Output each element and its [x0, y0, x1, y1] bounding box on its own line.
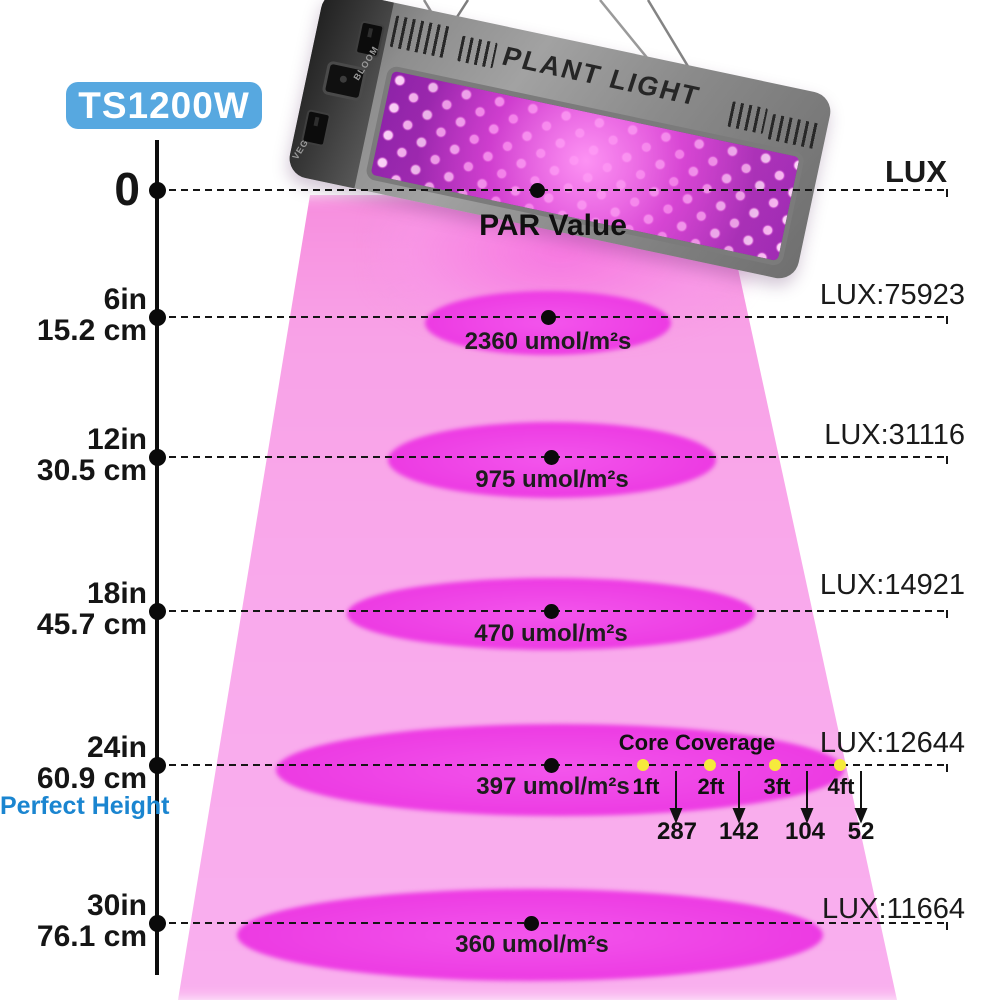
center-dot-12in: [544, 450, 559, 465]
coverage-dot-4ft: [834, 759, 846, 771]
height-inches: 18in: [86, 577, 147, 610]
lux-value-18in: LUX:14921: [819, 569, 965, 601]
coverage-value-2ft: 142: [718, 818, 760, 845]
height-inches: 30in: [86, 889, 147, 922]
coverage-value-4ft: 52: [847, 818, 875, 845]
lux-value-12in: LUX:31116: [824, 419, 965, 451]
height-label-18in: 18in 45.7 cm: [0, 578, 147, 640]
height-cm: 76.1 cm: [36, 920, 147, 953]
coverage-value-1ft: 287: [656, 818, 698, 845]
height-cm: 30.5 cm: [36, 454, 147, 487]
level-line-0: [157, 189, 948, 191]
coverage-dot-3ft: [769, 759, 781, 771]
par-reading-24in: 397 umol/m²s: [476, 773, 630, 800]
vent-grille: [727, 101, 769, 135]
coverage-ellipse-30in: [237, 889, 823, 981]
perfect-height-label: Perfect Height: [0, 792, 170, 820]
height-cm: 60.9 cm: [36, 762, 147, 795]
height-cm: 45.7 cm: [36, 608, 147, 641]
axis-dot-12in: [149, 449, 166, 466]
center-dot-0: [530, 183, 545, 198]
height-label-0: 0: [114, 163, 140, 215]
height-label-6in: 6in 15.2 cm: [0, 284, 147, 346]
coverage-dot-2ft: [704, 759, 716, 771]
vent-grille: [389, 15, 454, 59]
axis-dot-24in: [149, 757, 166, 774]
level-line-6in-tick: [946, 316, 948, 324]
lux-value-24in: LUX:12644: [819, 727, 965, 759]
level-line-24in-tick: [946, 764, 948, 772]
par-reading-6in: 2360 umol/m²s: [464, 328, 632, 355]
center-dot-6in: [541, 310, 556, 325]
coverage-label-4ft: 4ft: [827, 774, 855, 799]
height-label-12in: 12in 30.5 cm: [0, 424, 147, 486]
level-line-18in-tick: [946, 610, 948, 618]
axis-dot-6in: [149, 309, 166, 326]
lux-value-6in: LUX:75923: [819, 279, 965, 311]
axis-dot-30in: [149, 915, 166, 932]
axis-dot-0: [149, 182, 166, 199]
lux-value-30in: LUX:11664: [822, 893, 965, 925]
lux-header: LUX: [885, 154, 947, 189]
center-dot-30in: [524, 916, 539, 931]
model-badge-label: TS1200W: [78, 84, 250, 126]
height-inches: 6in: [103, 283, 147, 316]
axis-dot-18in: [149, 603, 166, 620]
height-axis: [155, 140, 159, 975]
height-inches: 12in: [86, 423, 147, 456]
par-reading-18in: 470 umol/m²s: [474, 620, 628, 647]
veg-switch-label: VEG: [290, 137, 311, 162]
par-reading-12in: 975 umol/m²s: [475, 466, 629, 493]
coverage-label-1ft: 1ft: [632, 774, 660, 799]
vent-grille: [457, 35, 498, 69]
par-reading-30in: 360 umol/m²s: [455, 931, 609, 958]
coverage-dot-1ft: [637, 759, 649, 771]
height-label-30in: 30in 76.1 cm: [0, 890, 147, 952]
center-dot-18in: [544, 604, 559, 619]
model-badge: TS1200W: [66, 82, 262, 129]
level-line-0-tick: [946, 189, 948, 197]
height-label-24in: 24in 60.9 cm: [0, 732, 147, 794]
core-coverage-title: Core Coverage: [618, 730, 776, 755]
coverage-label-3ft: 3ft: [763, 774, 791, 799]
level-line-12in-tick: [946, 456, 948, 464]
level-line-30in: [157, 922, 948, 924]
center-dot-24in: [544, 758, 559, 773]
height-cm: 15.2 cm: [36, 314, 147, 347]
height-inches: 24in: [86, 731, 147, 764]
coverage-ellipse-24in: [276, 724, 844, 816]
level-line-30in-tick: [946, 922, 948, 930]
coverage-label-2ft: 2ft: [697, 774, 725, 799]
coverage-value-3ft: 104: [784, 818, 826, 845]
par-value-title: PAR Value: [479, 209, 627, 242]
